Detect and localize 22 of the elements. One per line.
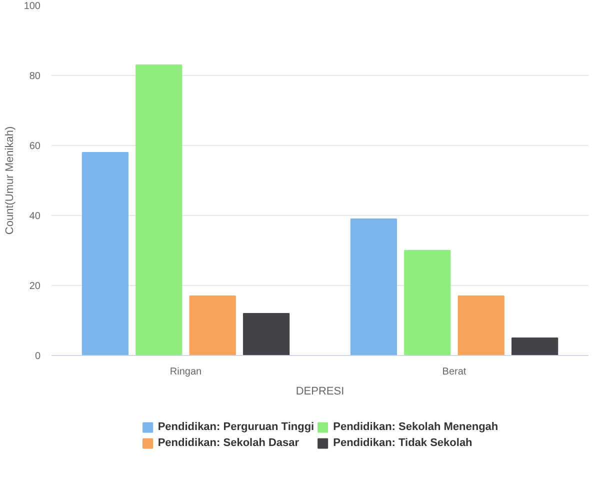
legend-label: Pendidikan: Tidak Sekolah (333, 436, 472, 450)
y-axis-title: Count(Umur Menikah) (4, 126, 16, 235)
bar (242, 313, 290, 356)
bar (82, 152, 129, 356)
x-tick-label: Berat (442, 366, 466, 378)
bar (350, 218, 398, 356)
y-tick-label: 100 (24, 1, 41, 12)
x-axis-title: DEPRESI (296, 386, 344, 398)
bar (136, 64, 182, 356)
bar (189, 296, 236, 356)
y-tick-label: 40 (29, 211, 41, 222)
legend-label: Pendidikan: Perguruan Tinggi (158, 420, 314, 434)
bar (458, 296, 504, 356)
bar (511, 338, 558, 356)
bar (404, 250, 451, 356)
x-tick-label: Ringan (170, 366, 202, 378)
y-tick-label: 60 (29, 141, 41, 152)
legend-label: Pendidikan: Sekolah Dasar (158, 436, 300, 450)
y-tick-label: 80 (29, 71, 41, 82)
y-tick-label: 20 (29, 281, 41, 292)
y-tick-label: 0 (34, 351, 41, 362)
legend-label: Pendidikan: Sekolah Menengah (333, 420, 498, 434)
